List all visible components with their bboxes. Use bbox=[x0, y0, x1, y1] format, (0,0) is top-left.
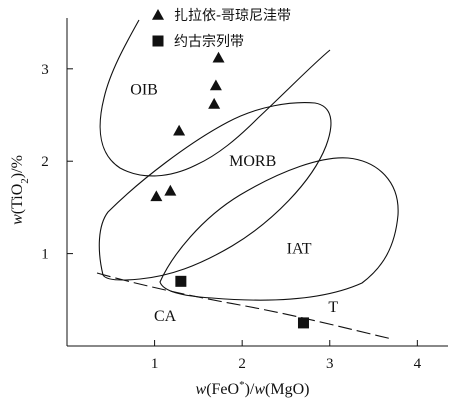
legend-square-marker bbox=[152, 35, 164, 47]
x-tick-label: 1 bbox=[151, 356, 159, 372]
triangle-data-point bbox=[173, 124, 186, 136]
oib-field-boundary bbox=[99, 19, 331, 177]
square-data-point bbox=[297, 317, 309, 329]
field-label-ca: CA bbox=[154, 308, 177, 325]
y-tick-label: 3 bbox=[41, 62, 49, 78]
legend-triangle-marker bbox=[152, 9, 164, 20]
legend-entry-label: 约古宗列带 bbox=[174, 34, 244, 50]
triangle-data-point bbox=[164, 184, 177, 196]
triangle-data-point bbox=[209, 79, 222, 91]
x-tick-label: 4 bbox=[414, 356, 422, 372]
y-tick-label: 1 bbox=[41, 247, 49, 263]
field-label-t: T bbox=[328, 299, 338, 316]
x-axis-title: w(FeO*)/w(MgO) bbox=[196, 379, 310, 398]
morb-field-boundary bbox=[98, 102, 332, 281]
y-tick-label: 2 bbox=[41, 154, 49, 170]
field-labels: OIB MORB IAT CA T bbox=[130, 82, 338, 325]
triangle-data-point bbox=[150, 190, 163, 202]
x-tick-label: 2 bbox=[238, 356, 246, 372]
ca-t-divider-line bbox=[96, 272, 393, 340]
y-axis-title: w(TiO2)/% bbox=[9, 155, 31, 225]
axes bbox=[66, 18, 448, 347]
field-label-iat: IAT bbox=[287, 241, 312, 258]
field-label-morb: MORB bbox=[229, 153, 276, 170]
tectonic-field-boundaries bbox=[96, 19, 399, 340]
iat-field-boundary bbox=[159, 157, 399, 301]
field-label-oib: OIB bbox=[130, 82, 158, 99]
legend-entry-label: 扎拉依-哥琼尼洼带 bbox=[174, 8, 291, 24]
x-tick-label: 3 bbox=[326, 356, 334, 372]
axis-ticks: 1 2 3 4 1 2 3 bbox=[41, 62, 421, 372]
triangle-data-point bbox=[212, 51, 225, 63]
square-data-point bbox=[175, 275, 187, 287]
data-points bbox=[150, 51, 309, 329]
axis-titles: w(FeO*)/w(MgO) w(TiO2)/% bbox=[9, 155, 309, 398]
triangle-data-point bbox=[208, 97, 221, 109]
